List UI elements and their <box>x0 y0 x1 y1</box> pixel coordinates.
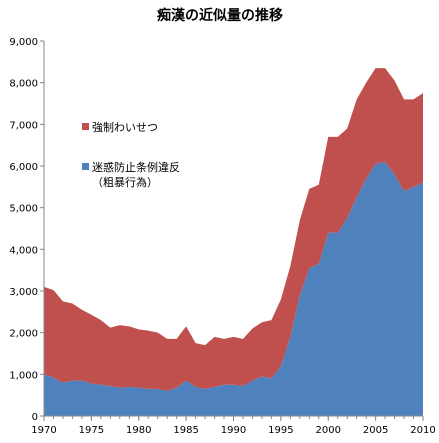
y-tick-label: 8,000 <box>9 79 38 90</box>
y-tick-label: 2,000 <box>9 329 38 340</box>
y-tick-label: 3,000 <box>9 287 38 298</box>
y-tick-label: 9,000 <box>9 37 38 48</box>
y-axis-ticks: 0 1,000 2,000 3,000 4,000 5,000 6,000 7,000 8,00… <box>9 37 44 423</box>
plot-area <box>44 68 423 416</box>
x-tick-label: 1995 <box>268 425 293 436</box>
x-tick-label: 1975 <box>79 425 104 436</box>
x-tick-label: 1985 <box>173 425 198 436</box>
y-tick-label: 1,000 <box>9 370 38 381</box>
x-axis-ticks: 1970 1975 1980 1985 1990 1995 2000 2005 2010 <box>31 416 436 436</box>
y-tick-label: 6,000 <box>9 162 38 173</box>
series-area-1 <box>44 68 423 391</box>
y-tick-label: 4,000 <box>9 245 38 256</box>
x-tick-label: 2005 <box>363 425 388 436</box>
x-tick-label: 1970 <box>31 425 56 436</box>
series-area-0 <box>44 161 423 416</box>
chart-title: 痴漢の近似量の推移 <box>157 7 283 24</box>
legend-swatch-0 <box>82 163 89 170</box>
x-tick-label: 1980 <box>126 425 151 436</box>
y-tick-label: 7,000 <box>9 120 38 131</box>
x-tick-label: 2000 <box>316 425 341 436</box>
legend-swatch-1 <box>82 123 89 130</box>
x-tick-label: 1990 <box>221 425 246 436</box>
x-tick-label: 2010 <box>410 425 435 436</box>
legend-label-0: 迷惑防止条例違反（粗暴行為） <box>92 160 180 189</box>
y-tick-label: 0 <box>32 412 38 423</box>
legend-label-1: 強制わいせつ <box>92 121 158 134</box>
y-tick-label: 5,000 <box>9 204 38 215</box>
